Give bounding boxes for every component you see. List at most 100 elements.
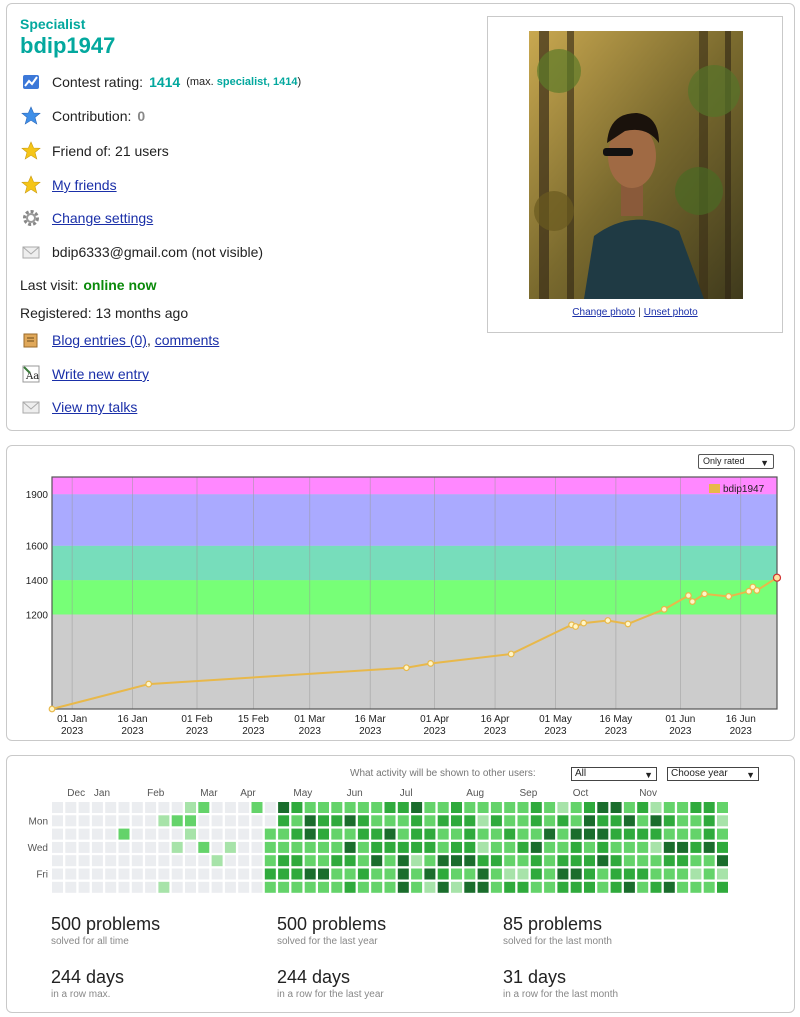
- month-label: Nov: [639, 788, 657, 799]
- user-handle[interactable]: bdip1947: [20, 33, 116, 58]
- activity-day-cell: [490, 841, 502, 853]
- user-photo: [529, 31, 743, 299]
- activity-day-cell: [451, 828, 462, 840]
- activity-day-cell: [411, 841, 423, 853]
- activity-day-cell: [717, 868, 728, 880]
- x-tick-label: 16 May: [599, 714, 632, 725]
- activity-day-cell: [490, 868, 502, 880]
- activity-day-cell: [544, 802, 556, 813]
- activity-day-cell: [105, 855, 117, 867]
- month-label: Apr: [240, 788, 256, 799]
- activity-day-cell: [384, 841, 396, 853]
- last-visit-value: online now: [83, 277, 157, 293]
- activity-day-cell: [224, 841, 236, 853]
- comma-separator: ,: [146, 332, 151, 348]
- my-friends-row: My friends: [20, 174, 117, 196]
- activity-day-cell: [557, 881, 569, 893]
- activity-day-cell: [198, 815, 210, 827]
- view-talks-link[interactable]: View my talks: [52, 399, 138, 415]
- activity-day-cell: [118, 828, 130, 840]
- choose-year-value: Choose year: [671, 768, 728, 779]
- activity-day-cell: [570, 815, 582, 827]
- activity-day-cell: [304, 815, 316, 827]
- activity-day-cell: [384, 828, 396, 840]
- activity-day-cell: [251, 855, 263, 867]
- comments-link[interactable]: comments: [154, 332, 220, 348]
- activity-day-cell: [703, 881, 715, 893]
- activity-day-cell: [584, 881, 595, 893]
- activity-day-cell: [52, 815, 63, 827]
- activity-day-cell: [530, 802, 542, 813]
- activity-day-cell: [238, 881, 250, 893]
- activity-day-cell: [517, 828, 529, 840]
- activity-day-cell: [331, 802, 343, 813]
- activity-day-cell: [504, 855, 516, 867]
- activity-day-cell: [291, 828, 303, 840]
- y-tick-label: 1200: [26, 610, 49, 621]
- activity-day-cell: [530, 868, 542, 880]
- activity-day-cell: [663, 815, 675, 827]
- choose-year-select[interactable]: Choose year ▼: [667, 767, 759, 781]
- rating-point: [507, 650, 515, 658]
- activity-day-cell: [451, 881, 462, 893]
- activity-day-cell: [131, 855, 143, 867]
- rating-chart-icon: [20, 71, 42, 93]
- x-tick-year: 2023: [544, 726, 567, 737]
- activity-day-cell: [437, 802, 449, 813]
- stat-caption: solved for all time: [51, 936, 129, 947]
- activity-day-cell: [504, 815, 516, 827]
- rating-point: [753, 587, 761, 594]
- activity-day-cell: [52, 868, 63, 880]
- activity-day-cell: [690, 868, 702, 880]
- activity-day-cell: [264, 868, 276, 880]
- activity-day-cell: [78, 855, 90, 867]
- activity-day-cell: [371, 855, 383, 867]
- stat-value: 500 problems: [277, 914, 387, 934]
- rating-filter-select[interactable]: Only rated ▼: [698, 454, 774, 469]
- activity-day-cell: [318, 868, 329, 880]
- activity-day-cell: [384, 868, 396, 880]
- activity-day-cell: [570, 868, 582, 880]
- activity-day-cell: [557, 802, 569, 813]
- y-tick-label: 1400: [26, 576, 49, 587]
- activity-day-cell: [437, 868, 449, 880]
- activity-day-cell: [371, 815, 383, 827]
- unset-photo-link[interactable]: Unset photo: [643, 307, 698, 318]
- activity-day-cell: [397, 841, 409, 853]
- activity-day-cell: [437, 841, 449, 853]
- activity-day-cell: [131, 815, 143, 827]
- email-row: bdip6333@gmail.com (not visible): [20, 241, 263, 263]
- activity-day-cell: [504, 802, 516, 813]
- envelope-icon: [20, 396, 42, 418]
- activity-day-cell: [690, 855, 702, 867]
- activity-day-cell: [278, 828, 290, 840]
- activity-day-cell: [397, 868, 409, 880]
- activity-day-cell: [464, 841, 476, 853]
- change-settings-link[interactable]: Change settings: [52, 210, 154, 226]
- activity-day-cell: [477, 815, 489, 827]
- activity-day-cell: [464, 868, 476, 880]
- activity-heatmap: Dec Jan Feb Mar Apr May Jun Jul Aug Sep Oct Nov Mon W…: [28, 788, 728, 893]
- activity-day-cell: [291, 868, 303, 880]
- activity-day-cell: [557, 815, 569, 827]
- activity-day-cell: [424, 868, 436, 880]
- stat-caption: solved for the last month: [503, 936, 612, 947]
- x-tick-label: 01 Jun: [665, 714, 695, 725]
- change-photo-link[interactable]: Change photo: [572, 307, 636, 318]
- activity-day-cell: [637, 802, 649, 813]
- activity-day-cell: [490, 815, 502, 827]
- write-new-entry-link[interactable]: Write new entry: [52, 366, 149, 382]
- photo-box: Change photo | Unset photo: [487, 16, 783, 333]
- activity-day-cell: [65, 828, 77, 840]
- activity-visibility-select[interactable]: All ▼: [571, 767, 657, 781]
- my-friends-link[interactable]: My friends: [52, 177, 117, 193]
- activity-day-cell: [610, 881, 622, 893]
- activity-day-cell: [318, 815, 329, 827]
- rating-point: [660, 605, 668, 613]
- activity-day-cell: [411, 881, 423, 893]
- activity-day-cell: [264, 855, 276, 867]
- activity-day-cell: [171, 841, 183, 853]
- blog-entries-link[interactable]: Blog entries (0): [52, 332, 147, 348]
- stat-solved-last-month: 85 problems solved for the last month: [503, 914, 612, 947]
- activity-day-cell: [145, 802, 157, 813]
